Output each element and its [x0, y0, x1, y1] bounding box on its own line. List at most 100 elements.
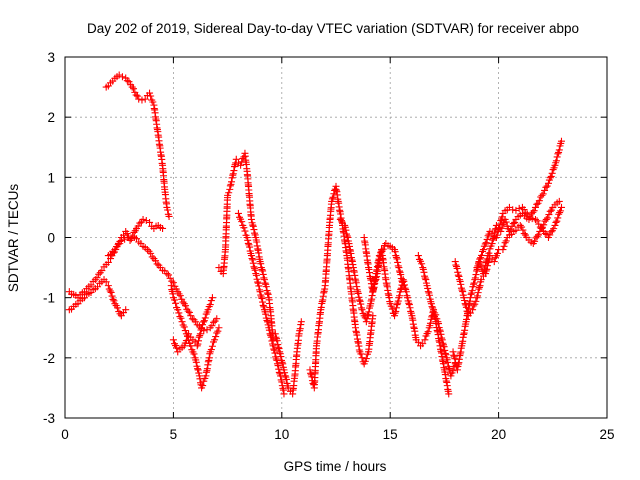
data-point-marker — [471, 276, 479, 284]
data-point-marker — [249, 222, 257, 230]
data-point-marker — [264, 318, 272, 326]
data-point-marker — [501, 239, 509, 247]
data-point-marker — [481, 240, 489, 248]
y-tick-label: -1 — [43, 291, 55, 306]
data-point-marker — [392, 304, 400, 312]
data-point-marker — [394, 262, 402, 270]
data-point-marker — [472, 271, 480, 279]
data-point-marker — [121, 235, 129, 243]
data-point-marker — [495, 224, 503, 232]
data-point-marker — [259, 301, 267, 309]
data-point-marker — [552, 157, 560, 165]
data-point-marker — [477, 276, 485, 284]
data-point-marker — [406, 304, 414, 312]
data-point-marker — [264, 290, 272, 298]
data-point-marker — [193, 342, 201, 350]
x-tick-label: 10 — [274, 427, 289, 442]
data-point-marker — [260, 276, 268, 284]
data-point-marker — [373, 273, 381, 281]
data-point-marker — [482, 267, 490, 275]
data-point-marker — [393, 255, 401, 263]
data-point-marker — [542, 215, 550, 223]
data-point-marker — [249, 259, 257, 267]
data-point-marker — [226, 185, 234, 193]
data-point-marker — [440, 343, 448, 351]
data-point-marker — [272, 355, 280, 363]
data-point-marker — [148, 253, 156, 261]
data-point-marker — [547, 172, 555, 180]
data-point-marker — [93, 274, 101, 282]
data-point-marker — [213, 315, 221, 323]
data-point-marker — [484, 232, 492, 240]
data-point-marker — [395, 267, 403, 275]
data-point-marker — [356, 296, 364, 304]
data-point-marker — [533, 232, 541, 240]
data-point-marker — [282, 375, 290, 383]
data-point-marker — [128, 83, 136, 91]
data-point-marker — [113, 304, 121, 312]
data-point-marker — [207, 346, 215, 354]
data-point-marker — [228, 178, 236, 186]
y-tick-label: 0 — [47, 231, 55, 246]
data-point-marker — [147, 249, 155, 257]
data-point-marker — [280, 390, 288, 398]
axis-ticks — [64, 56, 608, 419]
data-point-marker — [429, 304, 437, 312]
data-point-marker — [230, 167, 238, 175]
data-point-marker — [275, 345, 283, 353]
data-points — [65, 71, 565, 398]
data-point-marker — [107, 288, 115, 296]
data-point-marker — [511, 218, 519, 226]
data-point-marker — [473, 264, 481, 272]
data-point-marker — [225, 189, 233, 197]
data-point-marker — [502, 237, 510, 245]
data-point-marker — [110, 297, 118, 305]
data-point-marker — [445, 364, 453, 372]
data-point-marker — [146, 218, 154, 226]
data-point-marker — [450, 351, 458, 359]
data-point-marker — [173, 344, 181, 352]
data-point-marker — [259, 298, 267, 306]
data-point-marker — [421, 274, 429, 282]
data-point-marker — [458, 286, 466, 294]
data-point-marker — [462, 303, 470, 311]
data-point-marker — [241, 227, 249, 235]
data-point-marker — [483, 235, 491, 243]
data-point-marker — [182, 302, 190, 310]
data-point-marker — [405, 299, 413, 307]
data-point-marker — [231, 161, 239, 169]
data-point-marker — [534, 231, 542, 239]
data-point-marker — [509, 220, 517, 228]
data-point-marker — [490, 258, 498, 266]
data-point-marker — [470, 280, 478, 288]
data-point-marker — [431, 314, 439, 322]
data-point-marker — [474, 289, 482, 297]
data-point-marker — [488, 240, 496, 248]
data-point-marker — [263, 317, 271, 325]
x-tick-label: 0 — [61, 427, 69, 442]
data-point-marker — [474, 292, 482, 300]
data-point-marker — [166, 274, 174, 282]
data-point-marker — [495, 225, 503, 233]
data-point-marker — [199, 382, 207, 390]
y-tick-labels: -3 -2 -1 0 1 2 3 — [43, 50, 55, 426]
data-point-marker — [483, 265, 491, 273]
data-point-marker — [476, 255, 484, 263]
data-point-marker — [238, 218, 246, 226]
data-point-marker — [475, 285, 483, 293]
data-point-marker — [265, 326, 273, 334]
data-point-marker — [370, 283, 378, 291]
data-point-marker — [452, 261, 460, 269]
data-point-marker — [261, 279, 269, 287]
data-point-marker — [248, 254, 256, 262]
data-point-marker — [164, 206, 172, 214]
data-point-marker — [531, 215, 539, 223]
data-point-marker — [95, 270, 103, 278]
data-point-marker — [244, 236, 252, 244]
data-point-marker — [274, 343, 282, 351]
data-point-marker — [354, 288, 362, 296]
data-point-marker — [175, 309, 183, 317]
data-point-marker — [201, 314, 209, 322]
data-point-marker — [256, 288, 264, 296]
data-point-marker — [557, 203, 565, 211]
